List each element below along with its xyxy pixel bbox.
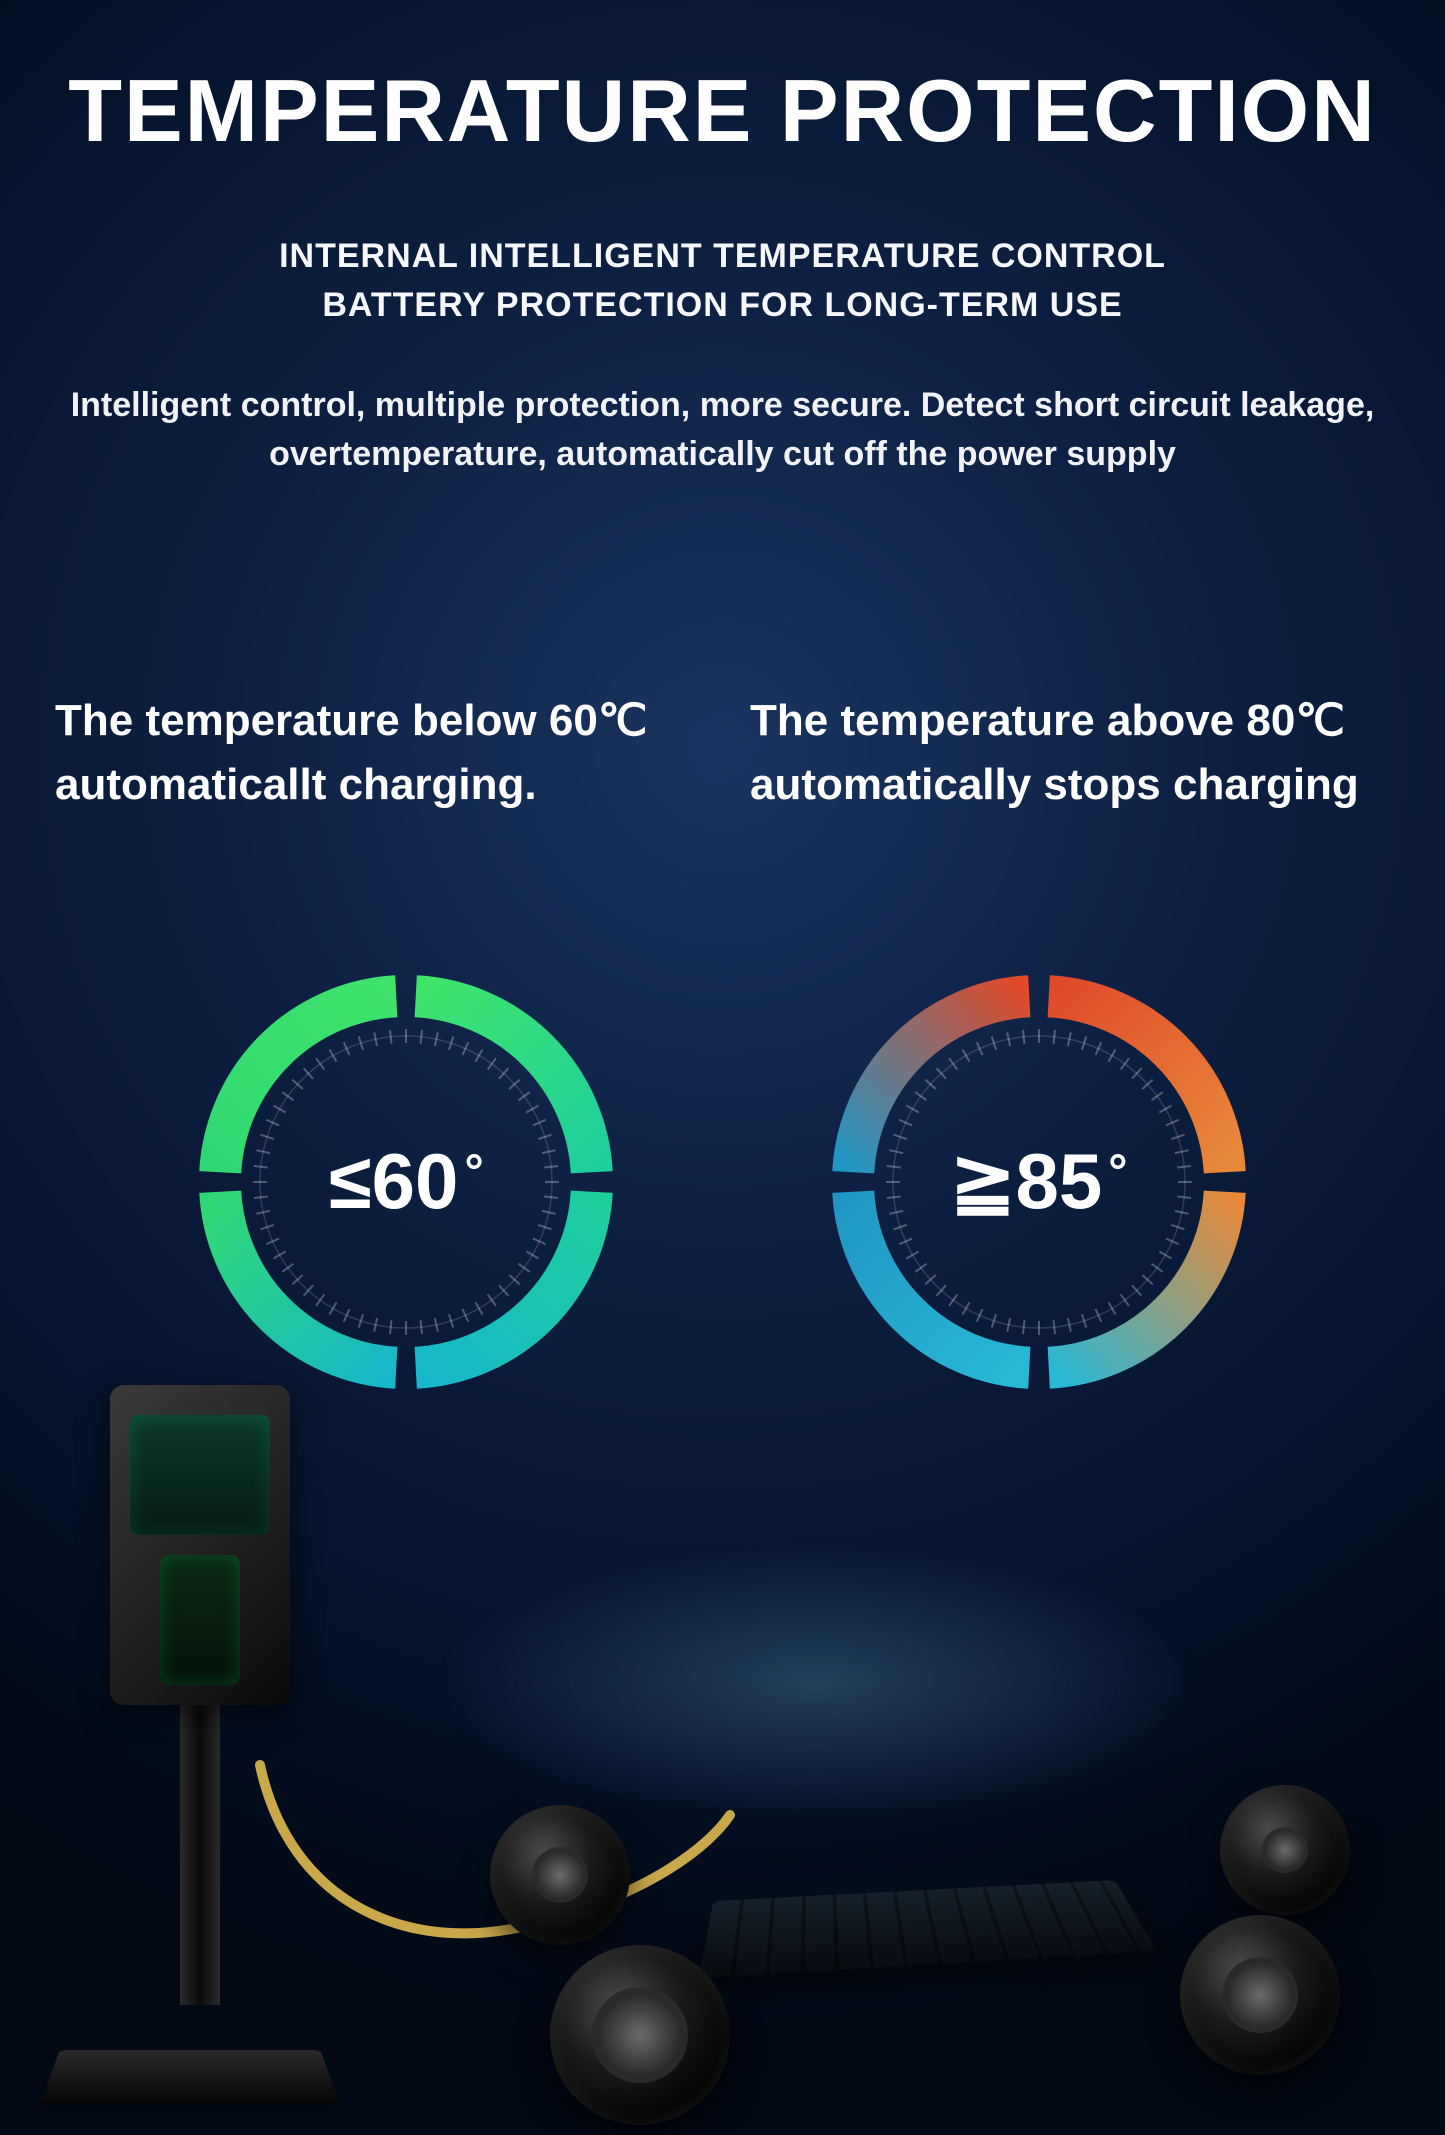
gauge-low-temp-label: ≤ 60 ° xyxy=(329,1136,484,1227)
gauge-low-temp: ≤ 60 ° xyxy=(191,967,621,1397)
wheel-rear-right xyxy=(1180,1915,1340,2075)
ev-car-icon xyxy=(340,1515,1400,2075)
description-text: Intelligent control, multiple protection… xyxy=(0,381,1445,480)
temperature-columns: The temperature below 60℃ automaticallt … xyxy=(0,689,1445,817)
illustration xyxy=(0,1375,1445,2135)
gauge-low-unit: ° xyxy=(464,1145,483,1200)
gauges-row: ≤ 60 ° ≧ 85 ° xyxy=(0,967,1445,1397)
charger-pole xyxy=(180,1705,220,2005)
subtitle-line-1: INTERNAL INTELLIGENT TEMPERATURE CONTROL xyxy=(279,237,1166,275)
column-left: The temperature below 60℃ automaticallt … xyxy=(55,689,695,817)
gauge-high-temp: ≧ 85 ° xyxy=(824,967,1254,1397)
column-left-text: The temperature below 60℃ automaticallt … xyxy=(55,689,695,817)
gauge-high-symbol: ≧ xyxy=(950,1136,1015,1227)
page-title: TEMPERATURE PROTECTION xyxy=(0,0,1445,162)
gauge-low-symbol: ≤ xyxy=(329,1136,372,1227)
charger-head xyxy=(110,1385,290,1705)
wheel-front-left xyxy=(490,1805,630,1945)
gauge-high-value: 85 xyxy=(1015,1136,1102,1227)
subtitle: INTERNAL INTELLIGENT TEMPERATURE CONTROL… xyxy=(0,232,1445,331)
column-right-text: The temperature above 80℃ automatically … xyxy=(750,689,1390,817)
gauge-low-value: 60 xyxy=(372,1136,459,1227)
charger-screen xyxy=(130,1415,270,1535)
charger-port xyxy=(160,1555,240,1685)
gauge-high-unit: ° xyxy=(1108,1145,1127,1200)
subtitle-line-2: BATTERY PROTECTION FOR LONG-TERM USE xyxy=(322,286,1122,324)
gauge-high-temp-label: ≧ 85 ° xyxy=(950,1136,1127,1227)
charger-base xyxy=(40,2050,340,2105)
car-chassis xyxy=(460,1815,1320,1995)
column-right: The temperature above 80℃ automatically … xyxy=(750,689,1390,817)
wheel-rear-left xyxy=(550,1945,730,2125)
wheel-front-right xyxy=(1220,1785,1350,1915)
ev-charger-icon xyxy=(30,1385,330,2105)
battery-pack xyxy=(699,1880,1157,1978)
